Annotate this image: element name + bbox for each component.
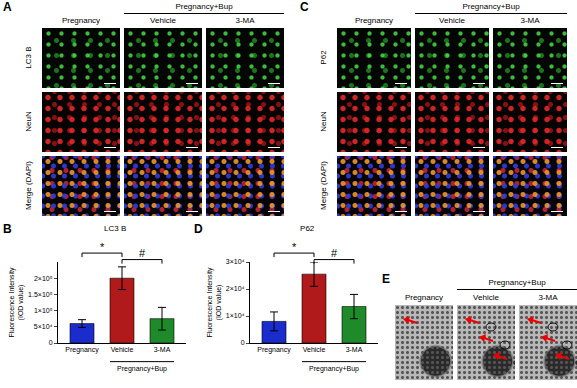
svg-text:3-MA: 3-MA xyxy=(346,346,363,353)
html-text:Pregnancy+Bup: Pregnancy+Bup xyxy=(462,2,520,11)
html-text:D: D xyxy=(194,222,203,236)
svg-text:#: # xyxy=(331,247,338,259)
svg-text:0: 0 xyxy=(49,339,53,346)
svg-text:Vehicle: Vehicle xyxy=(303,346,326,353)
svg-text:Fluorescence Intensity(IOD val: Fluorescence Intensity(IOD value) xyxy=(8,267,25,338)
svg-text:1×10⁴: 1×10⁴ xyxy=(226,312,245,319)
svg-text:P62: P62 xyxy=(300,224,315,233)
html-text:NeuN: NeuN xyxy=(23,111,33,132)
html-text:P62: P62 xyxy=(318,50,328,65)
html-text:Vehicle: Vehicle xyxy=(439,16,465,25)
svg-text:#: # xyxy=(139,247,146,259)
html-text:Pregnancy: Pregnancy xyxy=(354,16,394,25)
html-text:Merge (DAPI): Merge (DAPI) xyxy=(318,161,328,210)
svg-text:*: * xyxy=(100,241,105,253)
svg-text:LC3 B: LC3 B xyxy=(104,224,126,233)
html-text:3-MA: 3-MA xyxy=(235,16,255,25)
svg-text:1×10⁵: 1×10⁵ xyxy=(34,307,53,314)
svg-text:*: * xyxy=(292,241,297,253)
html-text:Pregnancy+Bup: Pregnancy+Bup xyxy=(175,2,233,11)
svg-text:Vehicle: Vehicle xyxy=(111,346,134,353)
svg-text:1.5×10⁵: 1.5×10⁵ xyxy=(28,291,53,298)
svg-text:5×10⁴: 5×10⁴ xyxy=(34,323,53,330)
svg-text:Fluorescence Intensity(IOD val: Fluorescence Intensity(IOD value) xyxy=(206,267,223,338)
html-text:Vehicle: Vehicle xyxy=(473,293,499,302)
svg-text:3-MA: 3-MA xyxy=(154,346,171,353)
html-text:Pregnancy: Pregnancy xyxy=(404,293,444,302)
html-text:LC3 B: LC3 B xyxy=(23,46,33,69)
svg-text:3×10⁴: 3×10⁴ xyxy=(226,258,245,265)
svg-text:Pregnancy: Pregnancy xyxy=(65,346,99,354)
svg-text:0: 0 xyxy=(241,339,245,346)
html-text:Merge (DAPI): Merge (DAPI) xyxy=(23,161,33,210)
html-text:B: B xyxy=(3,222,12,236)
svg-text:Pregnancy+Bup: Pregnancy+Bup xyxy=(117,365,167,373)
svg-text:2×10⁴: 2×10⁴ xyxy=(226,285,245,292)
html-text:Pregnancy: Pregnancy xyxy=(61,16,101,25)
svg-text:2×10⁵: 2×10⁵ xyxy=(34,275,53,282)
html-text:Pregnancy+Bup: Pregnancy+Bup xyxy=(488,278,546,287)
html-text:NeuN: NeuN xyxy=(318,111,328,132)
html-text:3-MA: 3-MA xyxy=(538,293,558,302)
html-text:A: A xyxy=(3,0,12,14)
html-text:3-MA: 3-MA xyxy=(520,16,540,25)
svg-text:Pregnancy+Bup: Pregnancy+Bup xyxy=(309,365,359,373)
html-text:Vehicle: Vehicle xyxy=(150,16,176,25)
html-text:C: C xyxy=(300,0,309,14)
svg-text:Pregnancy: Pregnancy xyxy=(257,346,291,354)
html-text:E: E xyxy=(382,272,390,286)
